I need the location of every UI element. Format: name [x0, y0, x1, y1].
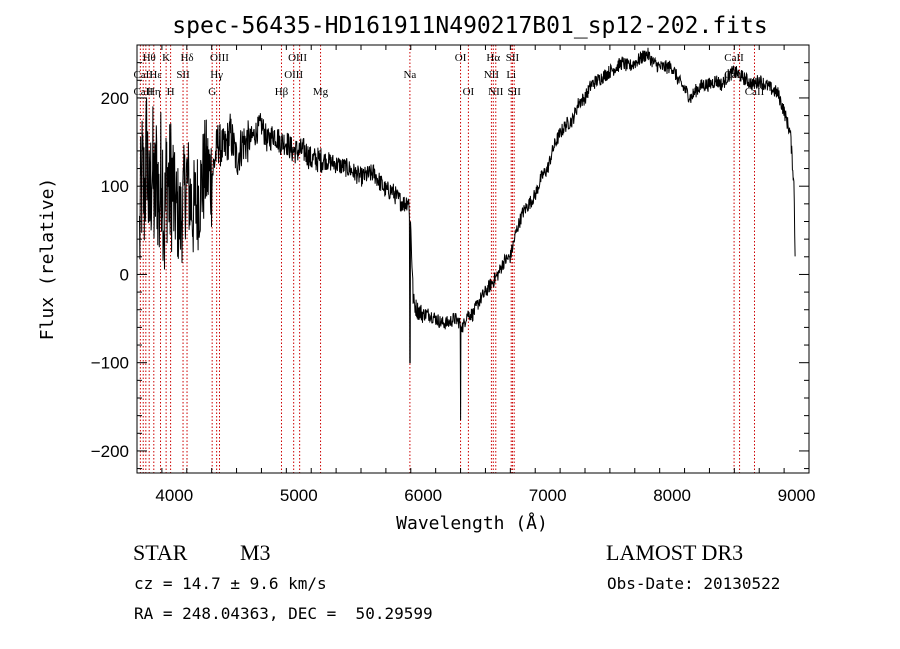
x-tick-label: 8000	[653, 486, 691, 505]
redshift-text: cz = 14.7 ± 9.6 km/s	[134, 574, 327, 593]
y-tick-label: 0	[120, 265, 129, 284]
line-annotation: OI	[455, 52, 467, 64]
y-tick-label: −200	[91, 442, 129, 461]
spectrum-line	[139, 47, 796, 421]
subclass: M3	[240, 540, 271, 565]
line-annotation: Hη	[147, 86, 161, 98]
line-annotation: Hθ	[143, 52, 156, 64]
x-tick-label: 7000	[529, 486, 567, 505]
line-annotation: Hδ	[180, 52, 193, 64]
line-annotation: SII	[506, 52, 520, 64]
line-annotation: NII	[484, 69, 500, 81]
object-class: STAR	[133, 540, 188, 565]
line-annotation: Na	[403, 69, 416, 81]
line-annotation: OIII	[284, 69, 303, 81]
chart-title: spec-56435-HD161911N490217B01_sp12-202.f…	[172, 13, 767, 39]
y-tick-label: 100	[101, 177, 129, 196]
plot-frame	[136, 44, 810, 474]
coordinates: RA = 248.04363, DEC = 50.29599	[134, 604, 433, 623]
line-annotation: K	[162, 52, 170, 64]
line-annotation: OIII	[210, 52, 229, 64]
line-annotation: SII	[176, 69, 190, 81]
y-axis: −200 −100 0 100 200	[91, 44, 809, 470]
line-annotation: Hα	[486, 52, 500, 64]
line-annotation: CaII	[724, 52, 744, 64]
line-annotation: OIII	[288, 52, 307, 64]
x-axis: 4000 5000 6000 7000 8000 9000	[136, 45, 816, 505]
line-annotation: OI	[463, 86, 475, 98]
line-annotation: G	[208, 86, 216, 98]
x-tick-label: 4000	[155, 486, 193, 505]
line-annotation: CaII	[745, 86, 765, 98]
obs-date: Obs-Date: 20130522	[607, 574, 781, 593]
line-annotation: NII	[488, 86, 504, 98]
line-annotation: Hε	[149, 69, 162, 81]
x-tick-label: 9000	[778, 486, 816, 505]
y-tick-label: −100	[91, 354, 129, 373]
line-annotation: Hγ	[210, 69, 223, 81]
y-tick-label: 200	[101, 89, 129, 108]
x-tick-label: 5000	[280, 486, 318, 505]
y-axis-label: Flux (relative)	[37, 178, 58, 341]
line-annotation: Hβ	[275, 86, 289, 98]
line-markers	[139, 45, 755, 473]
line-annotation: Li	[506, 69, 516, 81]
x-axis-label: Wavelength (Å)	[396, 512, 548, 534]
line-annotation: CaII	[133, 86, 153, 98]
x-tick-label: 6000	[404, 486, 442, 505]
survey-label: LAMOST DR3	[606, 540, 744, 565]
line-annotation: H	[167, 86, 175, 98]
line-annotation: CaII	[133, 69, 153, 81]
line-annotation: SII	[507, 86, 521, 98]
line-annotation: Mg	[313, 86, 329, 98]
